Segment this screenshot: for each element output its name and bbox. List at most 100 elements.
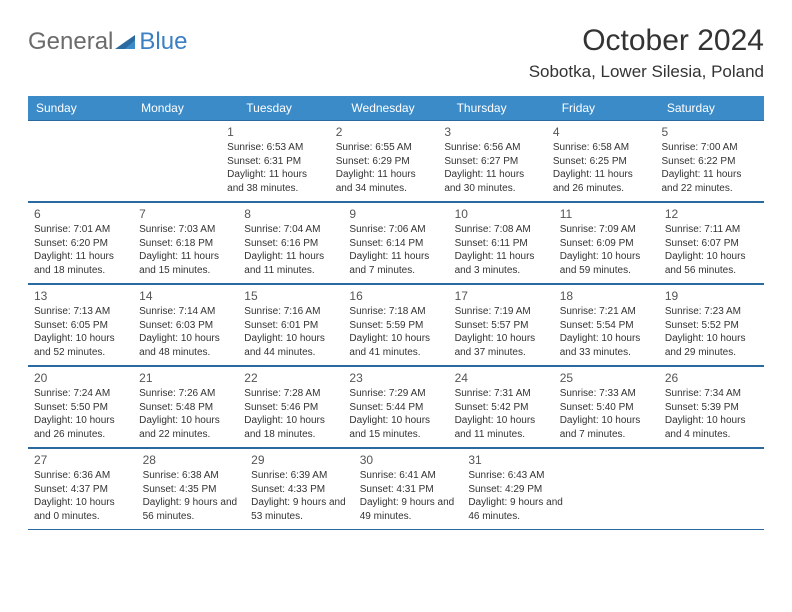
- calendar-day: 12 Sunrise: 7:11 AMSunset: 6:07 PMDayligh…: [659, 202, 764, 283]
- day-number: 23: [349, 371, 442, 385]
- day-number: 1: [227, 125, 324, 139]
- calendar-day: 20Sunrise: 7:24 AMSunset: 5:50 PMDayligh…: [28, 366, 133, 447]
- empty-cell: [125, 120, 222, 201]
- day-details: Sunrise: 6:56 AMSunset: 6:27 PMDaylight:…: [444, 141, 541, 195]
- day-number: 10: [455, 207, 548, 221]
- calendar-day: 28 Sunrise: 6:38 AMSunset: 4:35 PMDayligh…: [137, 448, 246, 529]
- calendar-day: 6 Sunrise: 7:01 AMSunset: 6:20 PMDaylight…: [28, 202, 133, 283]
- calendar-day: 5 Sunrise: 7:00 AMSunset: 6:22 PMDaylight…: [655, 120, 764, 201]
- calendar-day: 1 Sunrise: 6:53 AMSunset: 6:31 PMDaylight…: [221, 120, 330, 201]
- day-details: Sunrise: 7:19 AMSunset: 5:57 PMDaylight:…: [455, 305, 548, 359]
- day-header: Sunday: [28, 96, 133, 120]
- day-header: Thursday: [449, 96, 554, 120]
- day-number: 30: [360, 453, 457, 467]
- day-number: 21: [139, 371, 232, 385]
- day-number: 28: [143, 453, 240, 467]
- calendar-day: 10 Sunrise: 7:08 AMSunset: 6:11 PMDayligh…: [449, 202, 554, 283]
- calendar-day: 9 Sunrise: 7:06 AMSunset: 6:14 PMDaylight…: [343, 202, 448, 283]
- day-number: 16: [349, 289, 442, 303]
- logo-text-gray: General: [28, 28, 113, 56]
- day-number: 5: [661, 125, 758, 139]
- calendar-week: 1 Sunrise: 6:53 AMSunset: 6:31 PMDaylight…: [28, 120, 764, 202]
- day-number: 22: [244, 371, 337, 385]
- day-header: Tuesday: [238, 96, 343, 120]
- day-details: Sunrise: 7:03 AMSunset: 6:18 PMDaylight:…: [139, 223, 232, 277]
- calendar-week: 20Sunrise: 7:24 AMSunset: 5:50 PMDayligh…: [28, 366, 764, 448]
- calendar-day: 15 Sunrise: 7:16 AMSunset: 6:01 PMDayligh…: [238, 284, 343, 365]
- day-details: Sunrise: 7:08 AMSunset: 6:11 PMDaylight:…: [455, 223, 548, 277]
- day-number: 25: [560, 371, 653, 385]
- location: Sobotka, Lower Silesia, Poland: [529, 62, 764, 82]
- day-details: Sunrise: 7:11 AMSunset: 6:07 PMDaylight:…: [665, 223, 758, 277]
- calendar-day: 21 Sunrise: 7:26 AMSunset: 5:48 PMDayligh…: [133, 366, 238, 447]
- calendar-day: 27 Sunrise: 6:36 AMSunset: 4:37 PMDayligh…: [28, 448, 137, 529]
- day-details: Sunrise: 6:39 AMSunset: 4:33 PMDaylight:…: [251, 469, 348, 523]
- day-header: Saturday: [659, 96, 764, 120]
- logo-triangle-icon: [115, 31, 137, 54]
- day-number: 18: [560, 289, 653, 303]
- day-number: 20: [34, 371, 127, 385]
- day-details: Sunrise: 6:36 AMSunset: 4:37 PMDaylight:…: [34, 469, 131, 523]
- day-number: 4: [553, 125, 650, 139]
- day-number: 19: [665, 289, 758, 303]
- day-details: Sunrise: 7:33 AMSunset: 5:40 PMDaylight:…: [560, 387, 653, 441]
- day-number: 24: [455, 371, 548, 385]
- empty-cell: [667, 448, 764, 529]
- page-header: General Blue October 2024 Sobotka, Lower…: [28, 24, 764, 82]
- calendar-day: 18 Sunrise: 7:21 AMSunset: 5:54 PMDayligh…: [554, 284, 659, 365]
- calendar-week: 6 Sunrise: 7:01 AMSunset: 6:20 PMDaylight…: [28, 202, 764, 284]
- day-details: Sunrise: 7:18 AMSunset: 5:59 PMDaylight:…: [349, 305, 442, 359]
- day-header: Wednesday: [343, 96, 448, 120]
- title-block: October 2024 Sobotka, Lower Silesia, Pol…: [529, 24, 764, 82]
- day-details: Sunrise: 7:23 AMSunset: 5:52 PMDaylight:…: [665, 305, 758, 359]
- empty-cell: [571, 448, 668, 529]
- day-details: Sunrise: 6:38 AMSunset: 4:35 PMDaylight:…: [143, 469, 240, 523]
- day-number: 9: [349, 207, 442, 221]
- day-header: Friday: [554, 96, 659, 120]
- day-details: Sunrise: 7:14 AMSunset: 6:03 PMDaylight:…: [139, 305, 232, 359]
- day-details: Sunrise: 6:53 AMSunset: 6:31 PMDaylight:…: [227, 141, 324, 195]
- logo: General Blue: [28, 28, 187, 56]
- calendar-day: 24 Sunrise: 7:31 AMSunset: 5:42 PMDayligh…: [449, 366, 554, 447]
- day-number: 3: [444, 125, 541, 139]
- month-title: October 2024: [529, 24, 764, 58]
- calendar-day: 17Sunrise: 7:19 AMSunset: 5:57 PMDayligh…: [449, 284, 554, 365]
- day-number: 2: [336, 125, 433, 139]
- day-details: Sunrise: 7:09 AMSunset: 6:09 PMDaylight:…: [560, 223, 653, 277]
- day-details: Sunrise: 7:13 AMSunset: 6:05 PMDaylight:…: [34, 305, 127, 359]
- day-details: Sunrise: 7:21 AMSunset: 5:54 PMDaylight:…: [560, 305, 653, 359]
- day-number: 12: [665, 207, 758, 221]
- day-details: Sunrise: 7:31 AMSunset: 5:42 PMDaylight:…: [455, 387, 548, 441]
- calendar-day: 2 Sunrise: 6:55 AMSunset: 6:29 PMDaylight…: [330, 120, 439, 201]
- day-details: Sunrise: 7:01 AMSunset: 6:20 PMDaylight:…: [34, 223, 127, 277]
- calendar-day: 30 Sunrise: 6:41 AMSunset: 4:31 PMDayligh…: [354, 448, 463, 529]
- day-details: Sunrise: 7:04 AMSunset: 6:16 PMDaylight:…: [244, 223, 337, 277]
- day-details: Sunrise: 6:55 AMSunset: 6:29 PMDaylight:…: [336, 141, 433, 195]
- calendar-day: 23Sunrise: 7:29 AMSunset: 5:44 PMDayligh…: [343, 366, 448, 447]
- day-details: Sunrise: 6:58 AMSunset: 6:25 PMDaylight:…: [553, 141, 650, 195]
- day-details: Sunrise: 7:06 AMSunset: 6:14 PMDaylight:…: [349, 223, 442, 277]
- calendar-week: 13Sunrise: 7:13 AMSunset: 6:05 PMDayligh…: [28, 284, 764, 366]
- day-number: 29: [251, 453, 348, 467]
- calendar-day: 13Sunrise: 7:13 AMSunset: 6:05 PMDayligh…: [28, 284, 133, 365]
- day-details: Sunrise: 7:26 AMSunset: 5:48 PMDaylight:…: [139, 387, 232, 441]
- day-details: Sunrise: 6:41 AMSunset: 4:31 PMDaylight:…: [360, 469, 457, 523]
- calendar-day: 22 Sunrise: 7:28 AMSunset: 5:46 PMDayligh…: [238, 366, 343, 447]
- day-number: 15: [244, 289, 337, 303]
- day-number: 27: [34, 453, 131, 467]
- day-number: 6: [34, 207, 127, 221]
- day-details: Sunrise: 7:00 AMSunset: 6:22 PMDaylight:…: [661, 141, 758, 195]
- calendar-header-row: SundayMondayTuesdayWednesdayThursdayFrid…: [28, 96, 764, 120]
- logo-text-blue: Blue: [139, 28, 187, 55]
- empty-cell: [28, 120, 125, 201]
- calendar-day: 25 Sunrise: 7:33 AMSunset: 5:40 PMDayligh…: [554, 366, 659, 447]
- calendar-day: 16 Sunrise: 7:18 AMSunset: 5:59 PMDayligh…: [343, 284, 448, 365]
- day-number: 11: [560, 207, 653, 221]
- day-details: Sunrise: 7:28 AMSunset: 5:46 PMDaylight:…: [244, 387, 337, 441]
- day-number: 31: [468, 453, 565, 467]
- day-number: 26: [665, 371, 758, 385]
- day-number: 7: [139, 207, 232, 221]
- calendar-day: 29 Sunrise: 6:39 AMSunset: 4:33 PMDayligh…: [245, 448, 354, 529]
- day-details: Sunrise: 7:16 AMSunset: 6:01 PMDaylight:…: [244, 305, 337, 359]
- calendar: SundayMondayTuesdayWednesdayThursdayFrid…: [28, 96, 764, 530]
